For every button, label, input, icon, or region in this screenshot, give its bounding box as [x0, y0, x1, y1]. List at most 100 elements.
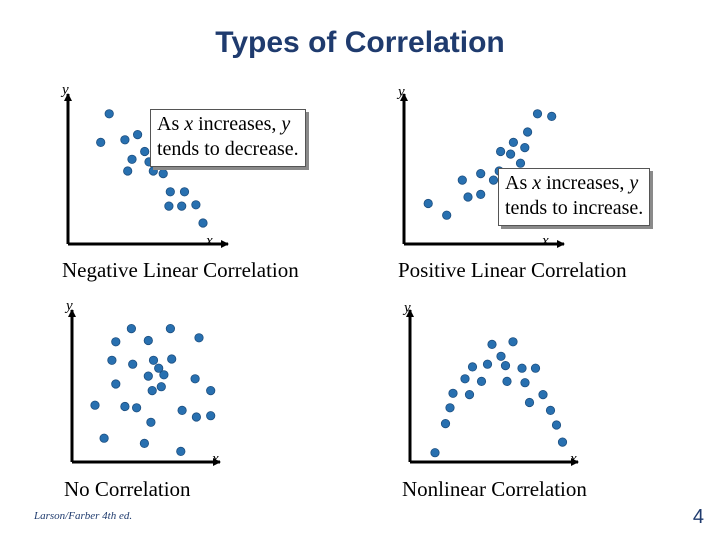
- nonlinear-point: [467, 362, 478, 372]
- positive-callout: As x increases, y tends to increase.: [498, 168, 651, 226]
- negative-point: [165, 187, 175, 197]
- negative-point: [127, 154, 137, 164]
- no-correlation-point: [132, 403, 142, 413]
- no-correlation-point: [165, 323, 175, 334]
- no-correlation-point: [191, 412, 201, 422]
- no-correlation-point: [107, 355, 117, 365]
- nonlinear-point: [508, 337, 518, 347]
- nonlin-y-label: y: [404, 300, 411, 316]
- positive-point: [423, 198, 433, 209]
- no-correlation-plot: [68, 309, 221, 466]
- pos-callout-prefix: As: [505, 172, 533, 194]
- negative-point: [179, 187, 190, 197]
- no-correlation-point: [154, 363, 164, 373]
- none-y-label: y: [66, 298, 73, 314]
- no-correlation-point: [120, 401, 130, 412]
- no-correlation-point: [90, 400, 100, 410]
- positive-point: [508, 137, 519, 147]
- none-caption: No Correlation: [64, 477, 191, 501]
- no-correlation-point: [156, 382, 166, 392]
- no-correlation-point: [139, 438, 149, 448]
- neg-callout-line2: tends to decrease.: [157, 138, 299, 160]
- positive-point: [520, 143, 530, 153]
- negative-x-arrow: [221, 240, 229, 248]
- nonlinear-point: [520, 378, 530, 388]
- nonlinear-plot: [406, 309, 579, 466]
- nonlinear-point: [500, 360, 511, 371]
- nonlinear-x-arrow: [571, 458, 579, 466]
- negative-point: [140, 146, 150, 157]
- no-correlation-point: [177, 405, 187, 415]
- no-correlation-point: [206, 411, 216, 421]
- nonlinear-point: [445, 403, 455, 413]
- pos-callout-x: x: [532, 172, 542, 194]
- negative-point: [158, 169, 168, 179]
- nonlin-caption: Nonlinear Correlation: [402, 477, 587, 501]
- nonlinear-point: [517, 363, 527, 373]
- negative-point: [198, 218, 208, 228]
- no-correlation-point: [206, 385, 216, 396]
- positive-point: [442, 210, 452, 220]
- nonlinear-point: [496, 351, 506, 361]
- neg-x-label: x: [206, 233, 213, 249]
- no-correlation-point: [176, 446, 186, 456]
- nonlinear-point: [557, 437, 568, 447]
- positive-point: [457, 175, 467, 185]
- nonlinear-point: [524, 397, 535, 408]
- positive-point: [488, 175, 499, 185]
- nonlinear-point: [464, 389, 475, 400]
- nonlinear-point: [487, 339, 497, 349]
- positive-point: [505, 149, 516, 159]
- negative-point: [96, 137, 106, 147]
- positive-point: [463, 192, 473, 202]
- no-correlation-x-arrow: [213, 458, 221, 466]
- nonlinear-point: [502, 376, 512, 386]
- no-correlation-point: [146, 417, 156, 427]
- neg-callout-x: x: [184, 113, 194, 135]
- negative-point: [123, 166, 133, 176]
- positive-point: [515, 158, 526, 168]
- positive-point: [522, 127, 533, 137]
- no-correlation-point: [148, 355, 159, 365]
- no-correlation-point: [99, 433, 109, 443]
- pos-caption: Positive Linear Correlation: [398, 258, 627, 282]
- negative-plot: [64, 93, 229, 248]
- positive-point: [476, 189, 486, 199]
- neg-callout-middle: increases,: [193, 113, 282, 135]
- negative-callout: As x increases, y tends to decrease.: [150, 109, 306, 167]
- no-correlation-y-arrow: [68, 309, 76, 317]
- negative-point: [177, 201, 187, 211]
- neg-caption: Negative Linear Correlation: [62, 258, 299, 282]
- no-correlation-point: [190, 374, 200, 384]
- neg-callout-y: y: [281, 113, 291, 135]
- pos-x-label: x: [542, 233, 549, 249]
- nonlinear-y-arrow: [406, 309, 414, 317]
- no-correlation-point: [143, 371, 153, 381]
- footer-citation: Larson/Farber 4th ed.: [34, 510, 133, 522]
- no-correlation-point: [126, 323, 136, 334]
- nonlinear-point: [476, 376, 487, 386]
- page-title: Types of Correlation: [215, 26, 505, 59]
- negative-point: [133, 130, 143, 140]
- positive-y-arrow: [400, 93, 408, 101]
- page-number: 4: [692, 506, 704, 528]
- positive-point: [495, 146, 506, 157]
- nonlinear-point: [545, 405, 556, 415]
- negative-point: [120, 135, 130, 145]
- no-correlation-point: [143, 335, 153, 346]
- nonlinear-point: [482, 359, 493, 369]
- positive-x-arrow: [557, 240, 565, 248]
- nonlinear-point: [430, 448, 440, 458]
- negative-point: [104, 109, 114, 119]
- positive-point: [532, 109, 543, 119]
- negative-point: [148, 166, 158, 176]
- pos-callout-y: y: [629, 172, 639, 194]
- nonlinear-point: [551, 420, 562, 430]
- negative-point: [191, 200, 201, 210]
- pos-callout-line2: tends to increase.: [505, 197, 644, 219]
- no-correlation-point: [194, 333, 204, 343]
- neg-y-label: y: [62, 82, 69, 98]
- no-correlation-point: [111, 379, 121, 389]
- no-correlation-point: [167, 354, 177, 364]
